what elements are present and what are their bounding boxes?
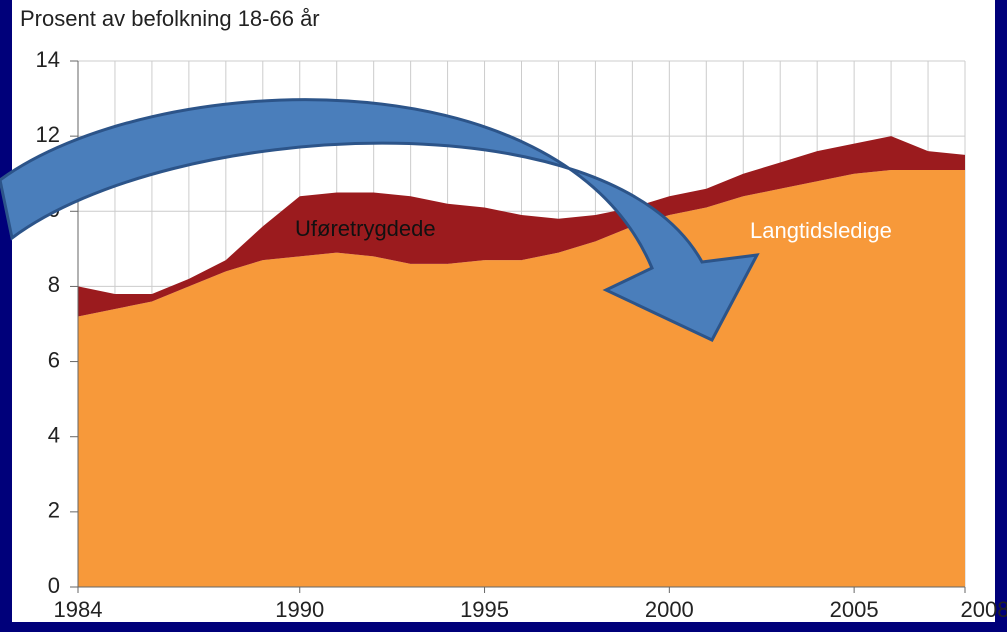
x-tick-label: 1990: [275, 597, 324, 622]
y-tick-label: 4: [48, 423, 60, 448]
x-tick-label: 2005: [830, 597, 879, 622]
x-tick-label: 2000: [645, 597, 694, 622]
series-label: Langtidsledige: [750, 218, 892, 243]
y-tick-label: 0: [48, 573, 60, 598]
y-tick-label: 6: [48, 347, 60, 372]
chart-title: Prosent av befolkning 18-66 år: [20, 6, 320, 31]
y-tick-label: 12: [36, 122, 60, 147]
y-tick-label: 8: [48, 272, 60, 297]
x-tick-label: 2008: [961, 597, 1007, 622]
area: [78, 136, 965, 317]
series-label: Uføretrygdede: [295, 216, 436, 241]
y-tick-label: 14: [36, 47, 60, 72]
arrow: [0, 98, 760, 342]
y-tick-label: 2: [48, 498, 60, 523]
x-tick-label: 1984: [54, 597, 103, 622]
x-tick-label: 1995: [460, 597, 509, 622]
